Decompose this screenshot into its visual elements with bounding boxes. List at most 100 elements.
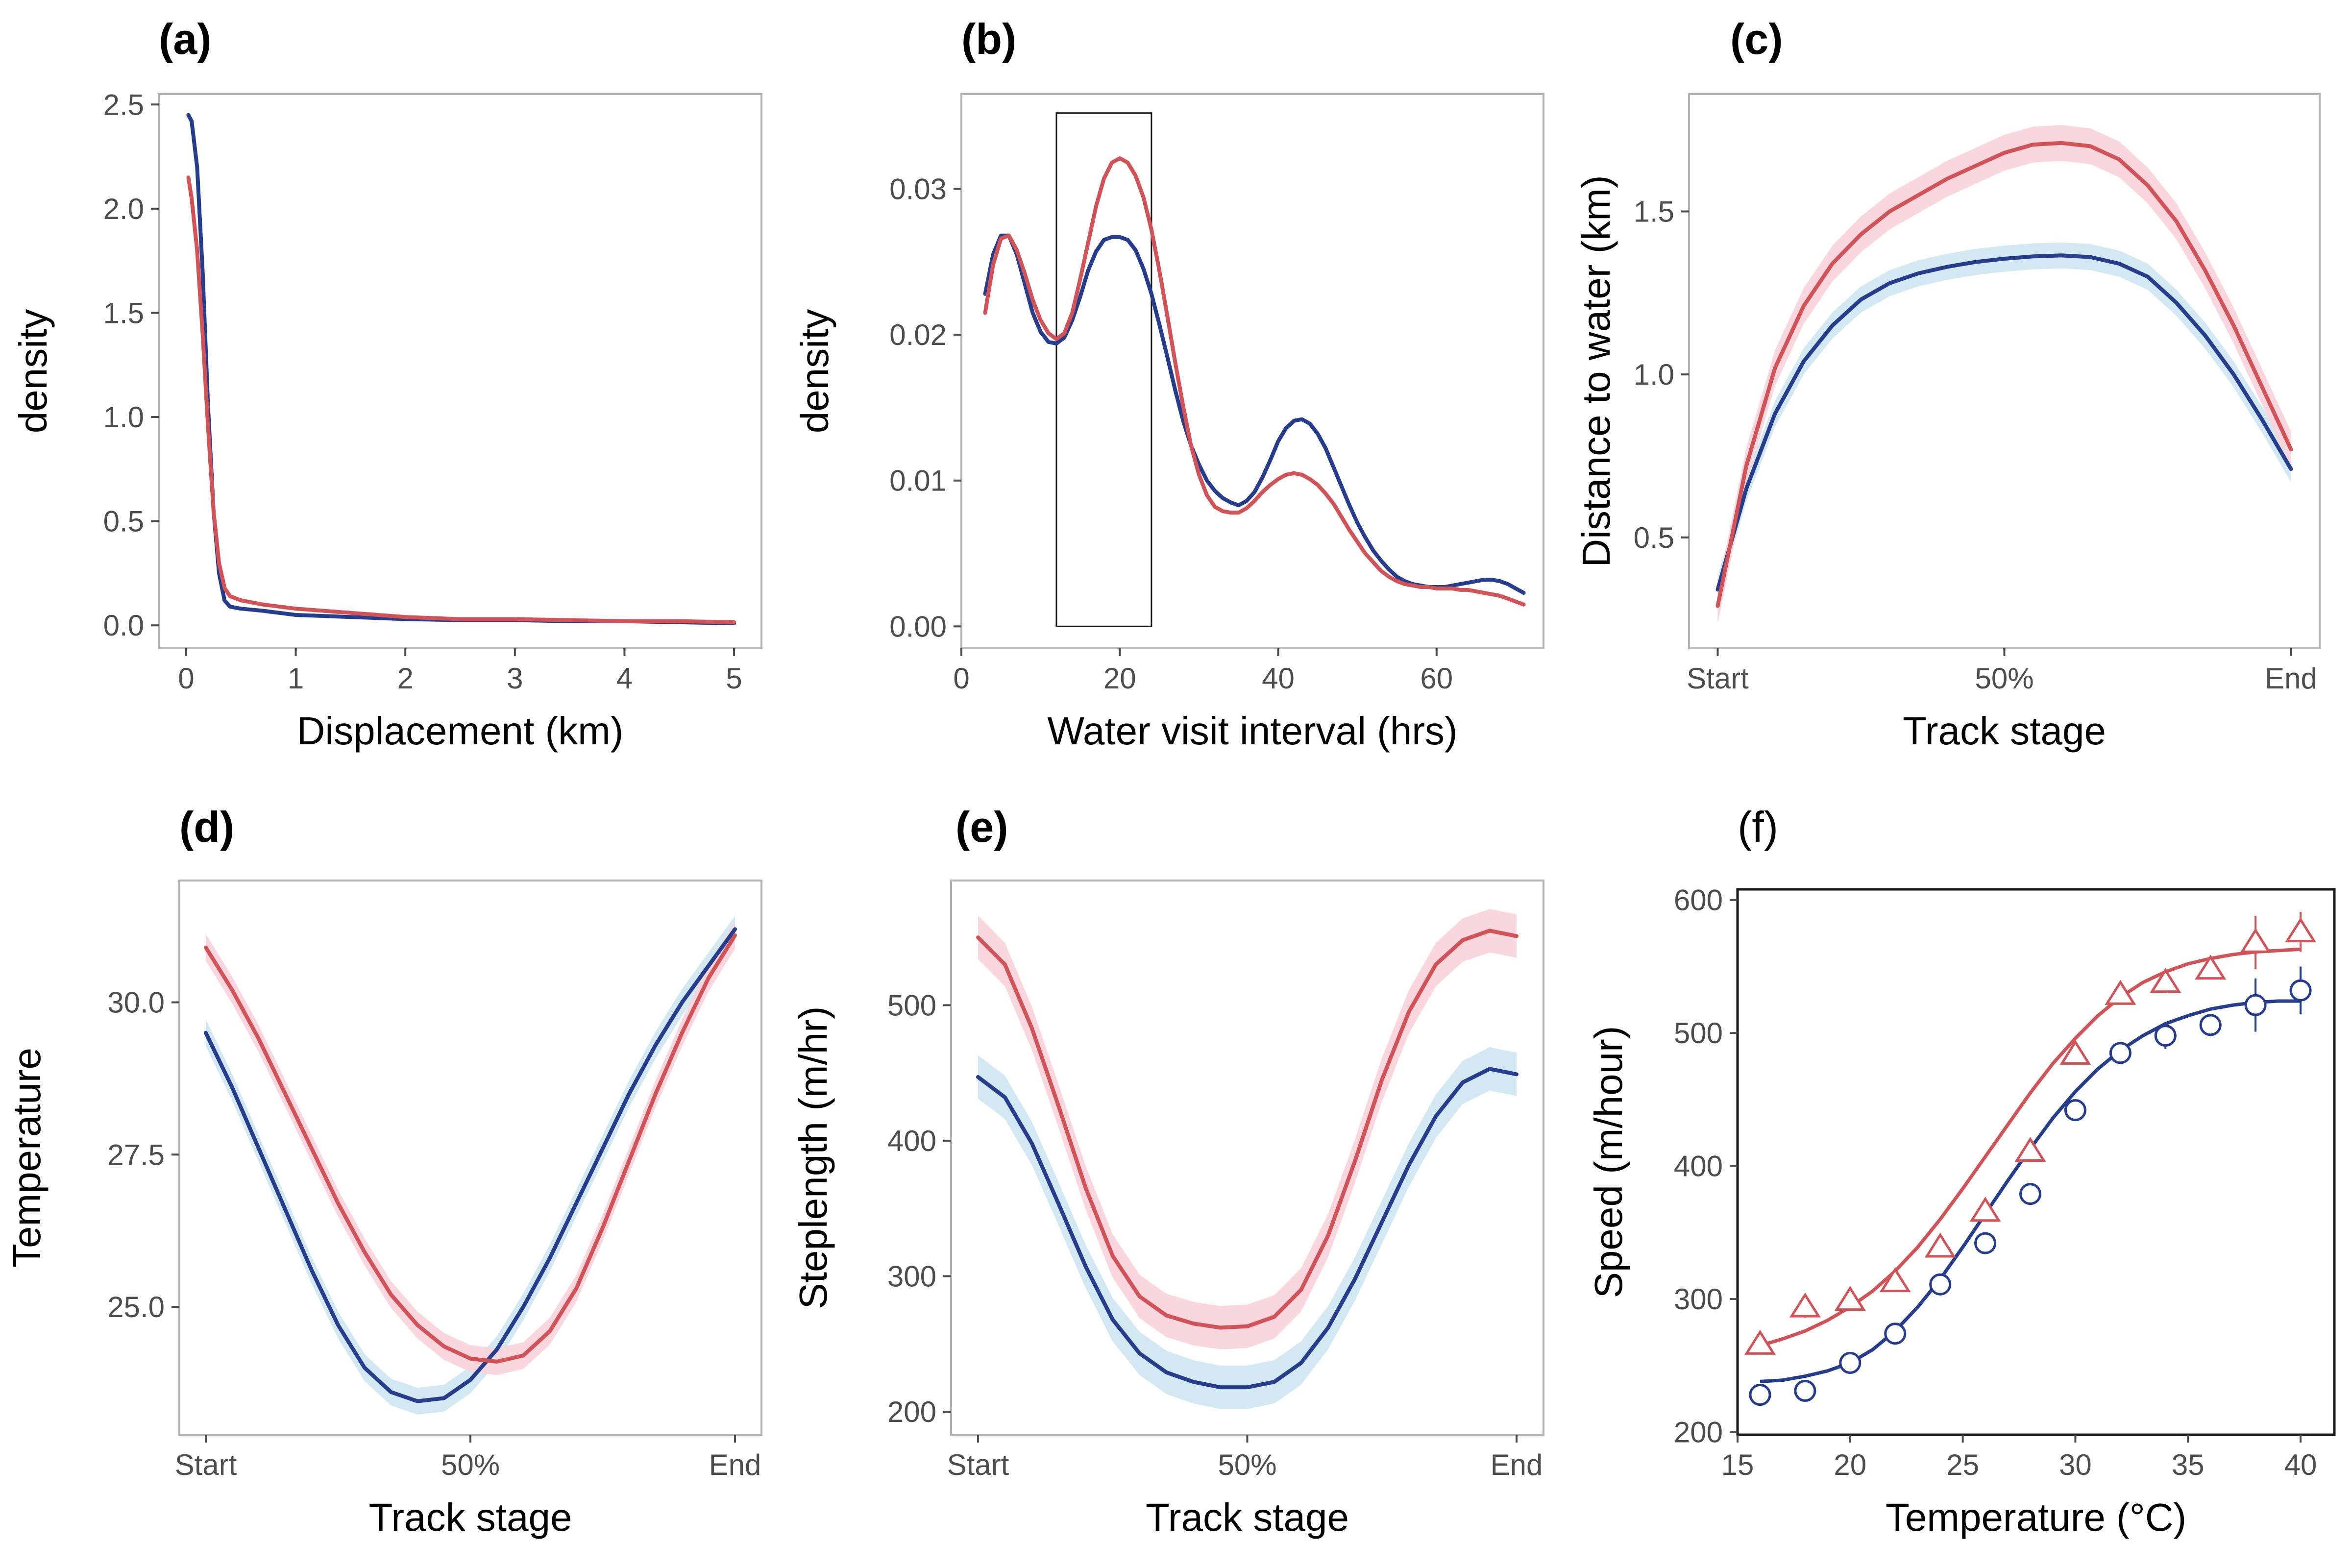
panel-a: 0 1 2 3 4 5 0.0 0.5 1.0 1.5 2.0 2.5 Displacement (km… bbox=[11, 15, 762, 753]
series-line-red bbox=[976, 929, 1519, 1330]
x-tick-label: End bbox=[1491, 1448, 1543, 1481]
x-tick-label: 50% bbox=[1975, 662, 2034, 695]
x-tick-label: Start bbox=[175, 1448, 237, 1481]
y-axis-title: density bbox=[793, 309, 836, 433]
data-point-triangle bbox=[1879, 1267, 1911, 1293]
plot-area-d bbox=[204, 916, 737, 1415]
y-axis-title: Steplength (m/hr) bbox=[791, 1006, 835, 1309]
x-tick-label: 50% bbox=[1218, 1448, 1276, 1481]
series-line-blue bbox=[186, 113, 736, 625]
y-tick-label: 300 bbox=[1674, 1283, 1723, 1316]
plot-area-c bbox=[1715, 125, 2293, 624]
plot-frame-f bbox=[1736, 888, 2336, 1436]
data-point-circle bbox=[1974, 1232, 1997, 1254]
y-tick-label: 2.0 bbox=[103, 193, 144, 225]
y-tick-label: 400 bbox=[887, 1125, 936, 1157]
data-point-triangle bbox=[1744, 1329, 1776, 1355]
data-point-circle bbox=[2154, 1025, 2177, 1047]
y-tick-label: 1.5 bbox=[103, 296, 144, 329]
data-point-triangle bbox=[1789, 1292, 1821, 1318]
y-axis-title: Speed (m/hour) bbox=[1587, 1026, 1630, 1298]
series-line-red bbox=[983, 156, 1526, 607]
y-tick-label: 0.5 bbox=[103, 505, 144, 538]
plot-area-b bbox=[983, 112, 1526, 627]
y-tick-label: 0.5 bbox=[1634, 521, 1674, 554]
panel-f: 15 20 25 30 35 40 200 300 400 500 600 Temperature (… bbox=[1587, 803, 2336, 1539]
series-line-red bbox=[186, 175, 736, 624]
y-tick-label: 600 bbox=[1674, 884, 1723, 917]
data-point-circle bbox=[2019, 1183, 2042, 1205]
data-point-triangle bbox=[2150, 968, 2181, 993]
panel-e: Start 50% End 200 300 400 500 Track stage Steple… bbox=[791, 803, 1544, 1539]
y-tick-label: 1.0 bbox=[1634, 358, 1674, 391]
panel-label: (a) bbox=[159, 15, 212, 63]
x-tick-label: End bbox=[2265, 662, 2317, 695]
data-point-circle bbox=[1839, 1351, 1862, 1374]
data-point-triangle bbox=[1834, 1286, 1866, 1311]
data-point-circle bbox=[1929, 1273, 1952, 1296]
x-axis-title: Track stage bbox=[1903, 709, 2106, 753]
x-tick-label: 20 bbox=[1834, 1448, 1866, 1481]
data-point-circle bbox=[2199, 1014, 2222, 1036]
x-axis-title: Displacement (km) bbox=[297, 709, 624, 753]
panel-label: (c) bbox=[1730, 15, 1783, 63]
x-tick-label: 1 bbox=[288, 662, 304, 695]
x-tick-label: 3 bbox=[507, 662, 523, 695]
y-tick-label: 1.0 bbox=[103, 401, 144, 434]
x-tick-label: 30 bbox=[2059, 1448, 2092, 1481]
y-tick-label: 300 bbox=[887, 1260, 936, 1293]
data-point-circle bbox=[2244, 994, 2267, 1016]
series-line-blue bbox=[204, 927, 737, 1403]
data-point-triangle bbox=[2195, 955, 2227, 980]
x-tick-label: 4 bbox=[616, 662, 633, 695]
x-tick-label: 25 bbox=[1946, 1448, 1979, 1481]
data-point-triangle bbox=[2285, 917, 2317, 943]
y-tick-label: 0.03 bbox=[889, 172, 947, 205]
x-tick-label: 50% bbox=[441, 1448, 500, 1481]
y-tick-label: 27.5 bbox=[107, 1138, 165, 1171]
plot-area-f bbox=[1744, 912, 2317, 1406]
confidence-band-blue bbox=[206, 916, 735, 1415]
x-tick-label: 0 bbox=[953, 662, 969, 695]
x-tick-label: Start bbox=[1687, 662, 1749, 695]
y-tick-label: 0.02 bbox=[889, 318, 947, 351]
panel-label: (b) bbox=[961, 15, 1016, 63]
data-point-triangle bbox=[1969, 1197, 2001, 1222]
y-tick-label: 200 bbox=[1674, 1416, 1723, 1449]
x-tick-label: 0 bbox=[178, 662, 194, 695]
y-tick-label: 2.5 bbox=[103, 88, 144, 121]
x-tick-label: 40 bbox=[2284, 1448, 2317, 1481]
plot-frame-b bbox=[960, 93, 1544, 649]
panel-label: (e) bbox=[956, 803, 1008, 851]
data-point-triangle bbox=[2105, 980, 2136, 1005]
y-tick-label: 200 bbox=[887, 1396, 936, 1428]
x-tick-label: End bbox=[709, 1448, 761, 1481]
panel-label: (d) bbox=[179, 803, 234, 851]
x-tick-label: 40 bbox=[1262, 662, 1295, 695]
x-tick-label: Start bbox=[947, 1448, 1009, 1481]
confidence-band-red bbox=[1717, 125, 2291, 624]
y-tick-label: 500 bbox=[1674, 1017, 1723, 1050]
y-tick-label: 400 bbox=[1674, 1150, 1723, 1183]
data-point-triangle bbox=[1924, 1232, 1956, 1258]
x-axis-title: Track stage bbox=[1146, 1495, 1349, 1539]
panel-label: (f) bbox=[1738, 803, 1778, 851]
data-point-circle bbox=[2109, 1042, 2132, 1064]
data-point-circle bbox=[2289, 979, 2312, 1002]
y-tick-label: 0.00 bbox=[889, 610, 947, 643]
x-axis-title: Water visit interval (hrs) bbox=[1047, 709, 1457, 753]
data-point-circle bbox=[1749, 1384, 1771, 1406]
data-point-triangle bbox=[2014, 1137, 2046, 1162]
panel-d: Start 50% End 25.0 27.5 30.0 Track stage Temper… bbox=[5, 803, 762, 1539]
data-point-circle bbox=[2064, 1099, 2086, 1122]
y-tick-label: 30.0 bbox=[107, 986, 165, 1019]
highlight-box bbox=[1055, 112, 1152, 627]
panel-c: Start 50% End 0.5 1.0 1.5 Track stage Distance … bbox=[1574, 15, 2321, 753]
y-tick-label: 25.0 bbox=[107, 1291, 165, 1323]
series-line-blue bbox=[1715, 253, 2293, 592]
panel-b: 0 20 40 60 0.00 0.01 0.02 0.03 Water visit inter… bbox=[793, 15, 1544, 753]
x-axis-title: Temperature (°C) bbox=[1886, 1495, 2186, 1539]
series-line-red bbox=[204, 933, 737, 1364]
y-axis-title: Temperature bbox=[5, 1048, 49, 1268]
